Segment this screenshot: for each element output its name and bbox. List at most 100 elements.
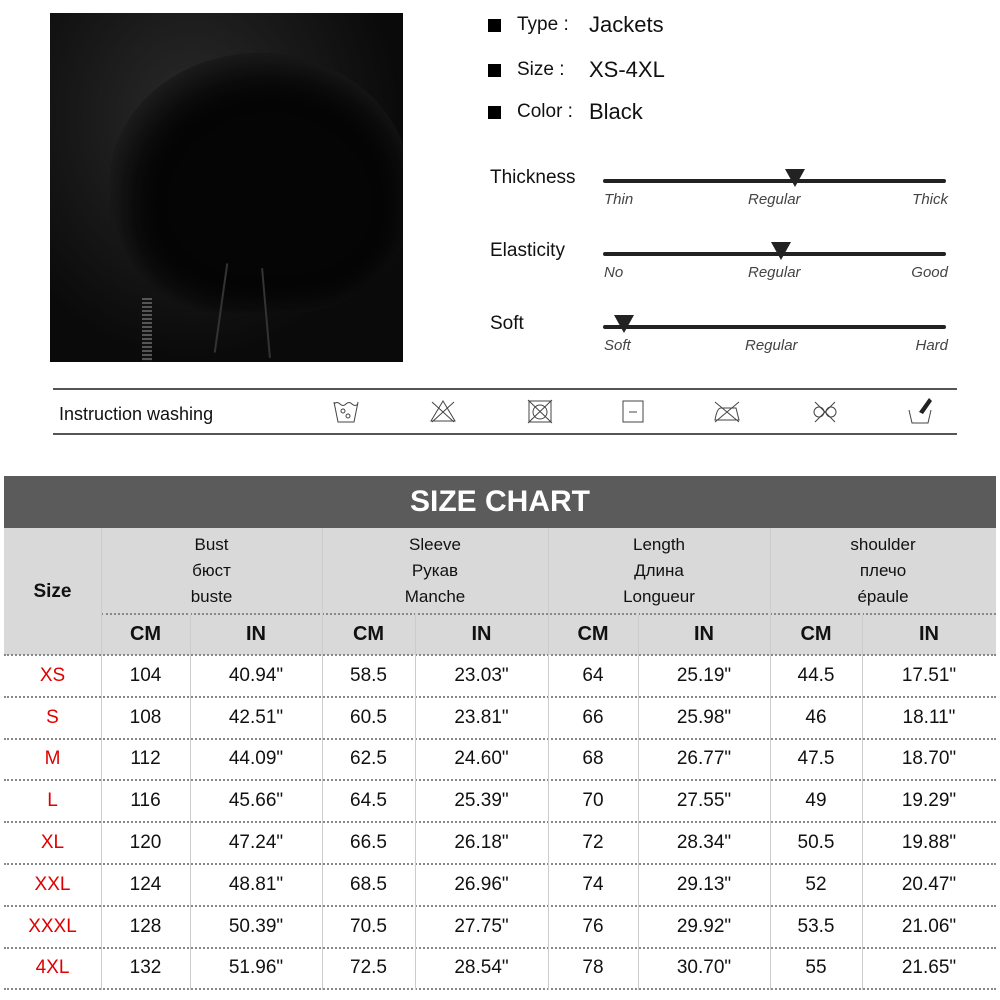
measurement-cell: 66 [582,706,604,728]
header-line: Length [633,534,685,554]
row-divider [4,821,996,824]
row-divider [4,946,996,949]
unit-header: IN [471,622,492,645]
rating-elasticity: Elasticity No Regular Good [490,240,950,302]
column-divider [770,528,771,990]
measurement-cell: 27.55" [676,790,732,812]
rating-max: Thick [912,191,948,208]
type-row: Type : Jackets [488,12,664,38]
measurement-cell: 68 [582,748,604,770]
row-divider [4,779,996,782]
measurement-cell: 45.66" [228,790,284,812]
header-line: плечо [859,560,907,580]
row-divider [4,988,996,991]
unit-header: IN [246,622,266,645]
column-group-header: shoulder плечо épaule [770,528,996,613]
header-line: Bust [194,534,229,554]
rating-min: Thin [604,191,634,208]
rating-label: Thickness [490,167,576,188]
rating-track [603,169,946,187]
measurement-cell: 26.77" [676,748,732,770]
measurement-cell: 28.54" [454,957,509,979]
column-divider [415,613,416,990]
dry-flat-icon [618,398,648,424]
unit-header: CM [577,622,609,645]
size-header: Size [33,580,72,602]
rating-marker-icon [771,242,792,260]
measurement-cell: 78 [582,957,604,979]
column-divider [862,613,863,990]
measurement-cell: 42.51" [228,706,284,728]
header-background [4,528,996,655]
measurement-cell: 26.96" [454,873,509,895]
measurement-cell: 66.5 [350,832,387,854]
measurement-cell: 47.5 [797,748,835,770]
measurement-cell: 48.81" [228,873,284,895]
measurement-cell: 74 [582,873,604,895]
column-group-header: Sleeve Рукав Manche [322,528,548,613]
header-line: Sleeve [409,534,461,554]
measurement-cell: 28.34" [676,832,732,854]
measurement-cell: 60.5 [350,706,387,728]
measurement-cell: 18.11" [902,706,956,728]
measurement-cell: 132 [129,957,162,979]
measurement-cell: 51.96" [228,957,284,979]
measurement-cell: 120 [129,832,162,854]
zipper [142,298,152,362]
measurement-cell: 124 [129,873,162,895]
measurement-cell: 108 [129,706,162,728]
rating-min: Soft [604,337,631,354]
row-divider [4,737,996,740]
measurement-cell: 46 [805,706,827,728]
bullet-icon [488,18,501,32]
column-group-header: Bust бюст buste [101,528,322,613]
rating-max: Hard [915,337,948,354]
rating-mid: Regular [748,191,801,208]
measurement-cell: 52 [805,873,827,895]
color-label: Color : [517,101,573,122]
measurement-cell: 29.92" [676,915,732,937]
bullet-icon [488,63,501,77]
size-label: XXXL [28,915,77,937]
rating-min: No [604,264,624,281]
header-line: Manche [404,586,466,606]
header-line: Longueur [623,586,695,606]
unit-header: CM [129,622,162,645]
header-line: buste [190,586,233,606]
size-row: Size : XS-4XL [488,57,665,83]
column-divider [322,528,323,990]
color-value: Black [589,99,643,124]
measurement-cell: 112 [130,748,161,770]
measurement-cell: 64 [582,664,604,686]
size-label: L [47,790,58,812]
size-chart-title: SIZE CHART [4,476,996,528]
measurement-cell: 64.5 [350,790,387,812]
measurement-cell: 21.06" [901,915,957,937]
measurement-cell: 25.98" [676,706,732,728]
measurement-cell: 53.5 [797,915,835,937]
rating-marker-icon [785,169,806,187]
measurement-cell: 27.75" [454,915,509,937]
measurement-cell: 68.5 [350,873,387,895]
column-divider [101,528,102,990]
washing-label: Instruction washing [59,404,214,424]
type-label: Type : [517,14,569,35]
size-label: S [46,706,59,728]
measurement-cell: 58.5 [350,664,387,686]
rating-soft: Soft Soft Regular Hard [490,313,950,375]
measurement-cell: 70.5 [350,915,387,937]
measurement-cell: 104 [129,664,162,686]
rating-mid: Regular [745,337,798,354]
hood-shape [110,53,403,313]
measurement-cell: 23.81" [454,706,509,728]
measurement-cell: 47.24" [228,832,284,854]
unit-header: IN [694,622,714,645]
size-label: XL [40,832,65,854]
product-photo [50,13,403,362]
measurement-cell: 40.94" [228,664,284,686]
row-divider [4,654,996,656]
row-divider [4,863,996,865]
size-chart-grid: Size Bust бюст buste CM IN Sleeve Рукав Manche CM… [4,528,996,991]
no-bleach-icon [428,398,458,424]
no-tumble-dry-icon [525,398,555,424]
